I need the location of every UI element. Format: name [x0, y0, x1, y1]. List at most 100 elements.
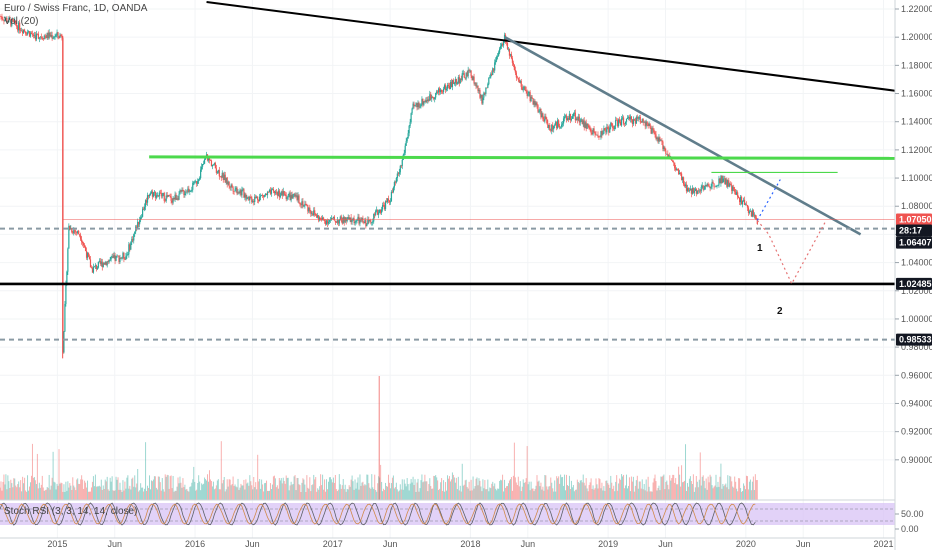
candle-body [532, 98, 534, 105]
volume-bar [629, 491, 631, 500]
candle-body [30, 32, 33, 34]
candle-body [348, 217, 350, 220]
candle-body [684, 184, 687, 187]
candle-body [635, 116, 637, 124]
candle-body [440, 89, 442, 93]
candle-body [619, 119, 621, 122]
volume-bar [723, 486, 725, 500]
volume-bar [318, 489, 320, 500]
volume-bar [52, 451, 54, 500]
candle-body [367, 219, 369, 225]
volume-bar [132, 477, 134, 500]
candle-body [232, 187, 234, 192]
candle-body [380, 209, 382, 213]
candle-body [638, 117, 640, 118]
volume-bar [189, 486, 191, 500]
candle-body [375, 210, 377, 215]
candle-body [303, 205, 305, 207]
volume-bar [756, 480, 758, 500]
candle-body [379, 209, 381, 213]
price-tag-box [896, 236, 932, 249]
candle-body [346, 218, 348, 222]
volume-bar [419, 488, 421, 500]
candle-body [633, 119, 635, 121]
candle-body [75, 231, 77, 233]
volume-bar [553, 491, 555, 500]
volume-bar [536, 475, 538, 500]
candle-body [558, 120, 560, 127]
price-tag-box [896, 213, 932, 226]
volume-bar [304, 484, 306, 500]
volume-bar [408, 490, 410, 500]
candle-body [314, 210, 316, 214]
volume-bar [471, 490, 473, 500]
chart-title: Euro / Swiss Franc, 1D, OANDA [4, 3, 148, 14]
candle-body [698, 190, 700, 192]
candle-body [726, 179, 728, 187]
candle-body [7, 21, 9, 23]
volume-spike [378, 376, 380, 500]
volume-bar [48, 474, 50, 500]
y-tick-label: 1.16000 [901, 89, 932, 99]
volume-bar [347, 489, 349, 500]
volume-bar [577, 481, 579, 500]
volume-bar [173, 491, 175, 500]
candle-body [142, 208, 144, 217]
volume-bar [705, 478, 707, 500]
candle-body [499, 48, 501, 53]
volume-bar [574, 489, 576, 500]
candle-body [513, 64, 515, 70]
y-tick-label: 1.08000 [901, 201, 932, 211]
volume-bar [414, 479, 416, 500]
candle-body [421, 98, 423, 105]
candle-body [408, 125, 410, 134]
volume-bar [42, 487, 44, 500]
volume-bar [319, 486, 321, 500]
candle-body [122, 252, 124, 258]
volume-bar [85, 482, 87, 500]
volume-bar [305, 491, 307, 500]
volume-bar [332, 477, 334, 500]
candle-body [446, 85, 449, 89]
volume-bar [100, 479, 102, 500]
candle-body [509, 54, 512, 56]
candle-body [573, 112, 575, 114]
candle-body [394, 182, 396, 183]
volume-bar [316, 491, 318, 500]
volume-bar [560, 474, 562, 500]
candle-body [417, 102, 419, 108]
volume-bar [227, 486, 229, 500]
volume-bar [708, 482, 710, 500]
volume-bar [151, 481, 153, 500]
volume-bar [460, 491, 462, 500]
volume-bar [243, 479, 245, 500]
volume-bar [507, 483, 509, 500]
volume-bar [701, 476, 703, 500]
volume-bar [444, 491, 446, 500]
volume-bar [456, 489, 458, 500]
candle-body [727, 180, 729, 187]
volume-bar [557, 478, 559, 500]
candle-body [337, 220, 339, 224]
volume-bar [89, 491, 91, 500]
volume-bar [259, 478, 261, 500]
volume-bar [583, 482, 585, 500]
volume-bar [703, 480, 705, 500]
candle-body [285, 195, 287, 200]
volume-bar [646, 491, 648, 500]
y-tick-label: 1.00000 [901, 314, 932, 324]
volume-bar [36, 453, 38, 500]
volume-bar [180, 482, 182, 500]
volume-bar [0, 481, 2, 500]
volume-bar [718, 486, 720, 500]
volume-bar [753, 490, 755, 500]
volume-bar [271, 484, 273, 500]
volume-bar [566, 474, 568, 500]
volume-bar [327, 481, 329, 500]
candle-body [744, 204, 747, 206]
candle-body [564, 115, 567, 117]
volume-bar [448, 476, 450, 500]
volume-bar [352, 481, 354, 500]
candle-body [9, 17, 11, 20]
volume-bar [699, 452, 701, 500]
